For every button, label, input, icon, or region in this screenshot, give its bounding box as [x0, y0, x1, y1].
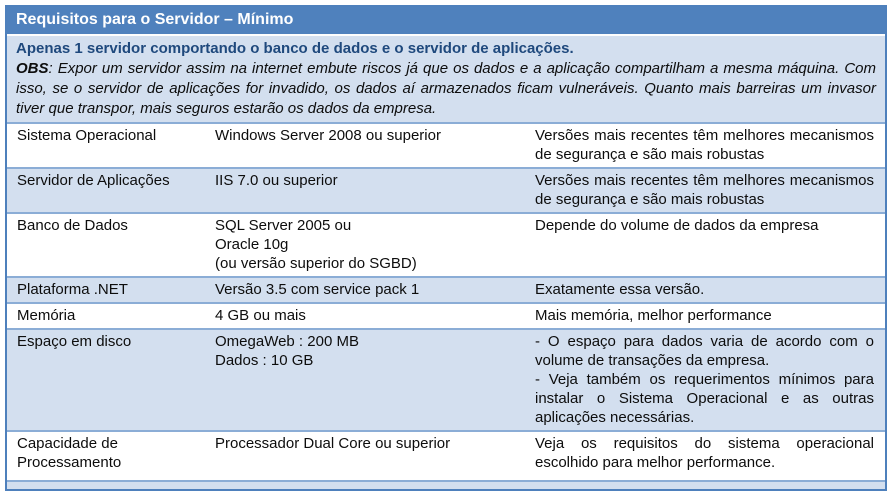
- table-title: Requisitos para o Servidor – Mínimo: [16, 11, 294, 28]
- table-row-capacidade-de-processamento: Capacidade de Processamento Processador …: [7, 432, 885, 482]
- cell-requirement: Plataforma .NET: [17, 281, 128, 298]
- cell-notes: Depende do volume de dados da empresa: [535, 217, 819, 234]
- cell-minimum: 4 GB ou mais: [215, 307, 306, 324]
- cell-notes: Versões mais recentes têm melhores mecan…: [535, 127, 874, 163]
- cell-minimum: Windows Server 2008 ou superior: [215, 127, 441, 144]
- cell-notes: Exatamente essa versão.: [535, 281, 705, 298]
- table-intro-section: Apenas 1 servidor comportando o banco de…: [7, 36, 885, 124]
- cell-requirement: Servidor de Aplicações: [17, 172, 170, 189]
- table-title-bar: Requisitos para o Servidor – Mínimo: [7, 7, 885, 36]
- table-footer-strip: [7, 482, 885, 489]
- obs-text: : Expor um servidor assim na internet em…: [16, 60, 876, 117]
- cell-notes: - O espaço para dados varia de acordo co…: [535, 333, 874, 426]
- cell-minimum: Versão 3.5 com service pack 1: [215, 281, 420, 298]
- table-row-espaco-em-disco: Espaço em disco OmegaWeb : 200 MB Dados …: [7, 330, 885, 432]
- cell-minimum: Processador Dual Core ou superior: [215, 435, 451, 452]
- cell-requirement: Sistema Operacional: [17, 127, 157, 144]
- cell-requirement: Espaço em disco: [17, 333, 132, 350]
- table-row-sistema-operacional: Sistema Operacional Windows Server 2008 …: [7, 124, 885, 169]
- cell-notes: Versões mais recentes têm melhores mecan…: [535, 172, 874, 208]
- cell-minimum: IIS 7.0 ou superior: [215, 172, 338, 189]
- table-row-plataforma-net: Plataforma .NET Versão 3.5 com service p…: [7, 278, 885, 304]
- table-row-servidor-de-aplicacoes: Servidor de Aplicações IIS 7.0 ou superi…: [7, 169, 885, 214]
- cell-minimum: OmegaWeb : 200 MB Dados : 10 GB: [215, 333, 359, 369]
- intro-subtitle: Apenas 1 servidor comportando o banco de…: [16, 40, 574, 57]
- server-requirements-table: Requisitos para o Servidor – Mínimo Apen…: [5, 5, 887, 491]
- table-row-banco-de-dados: Banco de Dados SQL Server 2005 ou Oracle…: [7, 214, 885, 278]
- cell-minimum: SQL Server 2005 ou Oracle 10g (ou versão…: [215, 217, 417, 272]
- cell-requirement: Memória: [17, 307, 76, 324]
- cell-notes: Mais memória, melhor performance: [535, 307, 772, 324]
- cell-notes: Veja os requisitos do sistema operaciona…: [535, 435, 874, 471]
- cell-requirement: Banco de Dados: [17, 217, 128, 234]
- obs-label: OBS: [16, 60, 49, 77]
- cell-requirement: Capacidade de Processamento: [17, 435, 122, 471]
- table-row-memoria: Memória 4 GB ou mais Mais memória, melho…: [7, 304, 885, 330]
- intro-obs-paragraph: OBS: Expor um servidor assim na internet…: [16, 59, 876, 119]
